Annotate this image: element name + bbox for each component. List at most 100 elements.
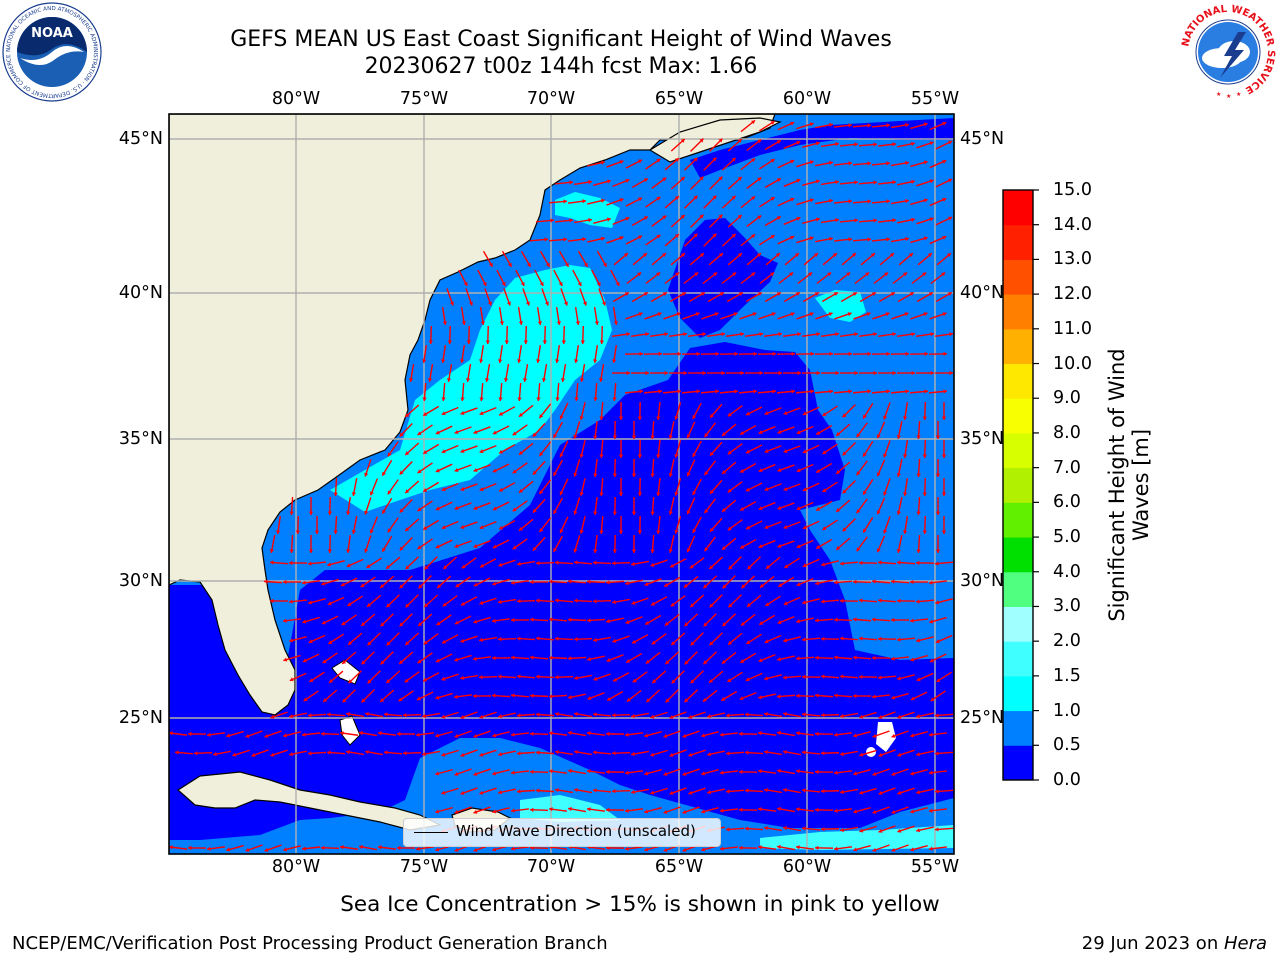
- wave-direction-arrowhead: [928, 292, 933, 297]
- wave-direction-arrowhead: [461, 564, 466, 569]
- wave-direction-arrowhead: [612, 638, 617, 643]
- lon-label-bottom: 65°W: [654, 857, 704, 877]
- wave-direction-arrowhead: [720, 732, 724, 737]
- wave-direction-arrowhead: [777, 730, 781, 736]
- wave-direction-arrowhead: [848, 123, 852, 128]
- wave-direction-arrowhead: [796, 656, 800, 661]
- wave-direction-arrowhead: [436, 621, 441, 626]
- wave-direction-arrowhead: [596, 281, 601, 286]
- wave-direction-arrowhead: [650, 790, 655, 795]
- wave-direction-arrowhead: [422, 713, 426, 719]
- wave-direction-arrowhead: [929, 217, 934, 222]
- wave-direction-arrowhead: [587, 731, 591, 736]
- wave-direction-arrowhead: [625, 846, 629, 851]
- wave-direction-arrowhead: [532, 508, 537, 513]
- wave-direction-arrowhead: [384, 750, 388, 755]
- wave-direction-arrowhead: [530, 731, 534, 736]
- wave-direction-arrowhead: [745, 826, 749, 831]
- wave-direction-arrowhead: [270, 714, 275, 719]
- wave-direction-arrowhead: [693, 195, 698, 200]
- wave-direction-arrowhead: [606, 580, 610, 585]
- wave-direction-arrowhead: [270, 560, 274, 565]
- wave-direction-arrowhead: [656, 454, 661, 458]
- wave-direction-arrowhead: [815, 655, 819, 660]
- land-north-america: [169, 114, 776, 716]
- lon-label-bottom: 60°W: [782, 857, 832, 877]
- wave-direction-arrowhead: [757, 177, 762, 182]
- wave-direction-arrowhead: [545, 262, 550, 267]
- wave-direction-arrowhead: [606, 179, 611, 184]
- wave-direction-arrowhead: [369, 529, 374, 534]
- lat-label-right: 25°N: [960, 708, 1005, 728]
- wave-direction-arrowhead: [863, 452, 867, 457]
- wave-direction-arrowhead: [916, 599, 920, 604]
- colorbar-segment: [1003, 467, 1033, 503]
- wave-direction-arrowhead: [935, 435, 941, 439]
- wave-direction-arrowhead: [834, 693, 838, 698]
- wave-direction-arrowhead: [802, 788, 806, 793]
- wave-direction-arrowhead: [642, 253, 647, 258]
- wave-direction-arrowhead: [460, 752, 465, 757]
- wave-direction-arrowhead: [359, 730, 363, 736]
- wave-direction-arrowhead: [905, 389, 909, 394]
- wave-direction-arrowhead: [632, 678, 637, 683]
- wave-direction-arrowhead: [848, 351, 852, 357]
- wave-direction-arrowhead: [479, 487, 484, 492]
- wave-direction-arrowhead: [916, 511, 921, 515]
- wave-direction-arrowhead: [397, 845, 401, 851]
- wave-direction-arrowhead: [707, 714, 711, 719]
- wave-direction-arrowhead: [751, 272, 756, 277]
- wave-direction-arrowhead: [886, 351, 890, 357]
- wave-direction-arrowhead: [726, 827, 730, 832]
- wave-direction-arrowhead: [876, 510, 881, 515]
- wave-direction-arrowhead: [518, 321, 523, 325]
- wave-direction-arrowhead: [405, 489, 410, 494]
- wave-direction-arrowhead: [539, 281, 544, 286]
- wave-direction-arrowhead: [796, 506, 801, 511]
- wave-direction-arrowhead: [822, 526, 827, 530]
- wave-direction-arrowhead: [499, 449, 504, 454]
- chart-subtitle: 20230627 t00z 144h fcst Max: 1.66: [364, 54, 758, 79]
- wave-direction-arrowhead: [485, 340, 490, 344]
- wave-direction-arrowhead: [289, 714, 293, 719]
- wave-direction-arrowhead: [929, 808, 933, 813]
- wave-direction-arrowhead: [327, 601, 332, 606]
- wave-direction-arrowhead: [870, 253, 875, 258]
- lon-label-top: 55°W: [910, 89, 960, 109]
- wave-direction-arrowhead: [403, 751, 407, 756]
- wave-direction-arrowhead: [943, 351, 947, 357]
- wave-band-cyan-se: [760, 825, 954, 850]
- wave-direction-arrowhead: [745, 788, 749, 793]
- wave-direction-arrowhead: [840, 751, 844, 757]
- colorbar-segment: [1003, 294, 1033, 330]
- wave-direction-arrowhead: [657, 312, 662, 317]
- wave-direction-arrowhead: [892, 218, 896, 223]
- wave-direction-arrowhead: [709, 565, 714, 570]
- wave-direction-arrowhead: [710, 527, 714, 532]
- wave-direction-arrowhead: [574, 397, 579, 401]
- wave-direction-arrowhead: [582, 237, 586, 242]
- wave-direction-arrowhead: [587, 695, 592, 700]
- wave-direction-arrowhead: [423, 450, 428, 454]
- wave-direction-arrowhead: [745, 750, 749, 755]
- wave-direction-arrowhead: [751, 196, 756, 201]
- wave-direction-arrowhead: [625, 732, 629, 737]
- colorbar-tick-label: 5.0: [1053, 527, 1081, 548]
- wave-direction-arrowhead: [821, 636, 825, 642]
- wave-direction-arrowhead: [663, 771, 668, 776]
- wave-direction-arrowhead: [731, 233, 736, 238]
- wave-direction-arrowhead: [873, 180, 877, 185]
- wave-direction-arrowhead: [517, 599, 521, 604]
- wave-direction-arrowhead: [757, 215, 762, 220]
- wave-direction-arrowhead: [772, 389, 776, 394]
- wave-direction-arrowhead: [473, 733, 478, 738]
- wave-direction-arrowhead: [791, 389, 795, 394]
- wave-direction-arrowhead: [922, 272, 927, 277]
- wave-direction-arrowhead: [720, 846, 724, 851]
- wave-direction-arrowhead: [530, 693, 534, 698]
- wave-direction-arrowhead: [905, 160, 909, 166]
- wave-direction-arrowhead: [852, 292, 857, 297]
- wave-direction-arrowhead: [686, 548, 691, 553]
- wave-direction-arrowhead: [948, 216, 953, 221]
- wave-direction-arrowhead: [359, 844, 363, 850]
